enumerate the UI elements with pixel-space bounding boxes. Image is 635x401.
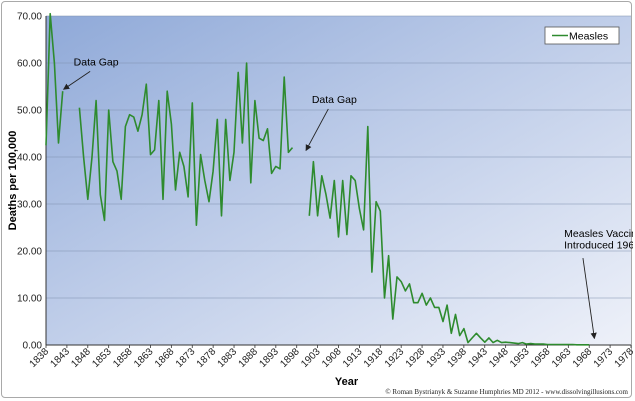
x-tick-label: 1858 — [111, 346, 135, 370]
x-tick-label: 1933 — [425, 346, 449, 370]
x-tick-label: 1903 — [299, 346, 323, 370]
x-tick-label: 1913 — [341, 346, 365, 370]
series-line-segment — [308, 125, 590, 346]
x-tick-label: 1943 — [466, 346, 490, 370]
x-tick-label: 1978 — [613, 346, 633, 370]
y-tick-label: 60.00 — [17, 59, 42, 70]
x-tick-label: 1923 — [383, 346, 407, 370]
x-tick-label: 1908 — [320, 346, 344, 370]
legend: Measles — [544, 26, 620, 45]
x-tick-label: 1948 — [487, 346, 511, 370]
annotation-arrow — [305, 108, 329, 152]
y-tick-label: 10.00 — [17, 294, 42, 305]
x-tick-label: 1918 — [362, 346, 386, 370]
x-tick-label: 1963 — [550, 346, 574, 370]
legend-box — [544, 26, 620, 45]
y-tick-label: 50.00 — [17, 106, 42, 117]
x-tick-label: 1883 — [216, 346, 240, 370]
x-tick-label: 1893 — [257, 346, 281, 370]
legend-label-measles: Measles — [569, 31, 608, 43]
y-axis-title: Deaths per 100,000 — [7, 131, 19, 231]
x-tick-label: 1898 — [278, 346, 302, 370]
x-tick-label: 1868 — [153, 346, 177, 370]
annotation-arrow — [582, 257, 597, 340]
y-tick-label: 0.00 — [23, 341, 43, 352]
x-tick-label: 1958 — [529, 346, 553, 370]
x-tick-label: 1878 — [195, 346, 219, 370]
axes — [45, 16, 632, 348]
x-tick-label: 1968 — [571, 346, 595, 370]
y-tick-label: 40.00 — [17, 153, 42, 164]
annotation-text: Measles Vaccine — [564, 228, 633, 240]
x-axis-title: Year — [335, 376, 359, 388]
x-tick-label: 1938 — [445, 346, 469, 370]
x-tick-label: 1888 — [237, 346, 261, 370]
annotations: Data Gap Data Gap Measles VaccineIntroduce… — [62, 56, 633, 340]
annotation-text: Data Gap — [312, 94, 357, 106]
credit-text: © Roman Bystrianyk & Suzanne Humphries M… — [385, 388, 628, 396]
y-tick-label: 30.00 — [17, 200, 42, 211]
x-tick-label: 1843 — [49, 346, 73, 370]
x-tick-label: 1848 — [69, 346, 93, 370]
x-tick-label: 1973 — [592, 346, 616, 370]
x-tick-label: 1953 — [508, 346, 532, 370]
annotation-arrow — [62, 70, 91, 90]
plot-area — [46, 16, 631, 345]
x-tick-label: 1928 — [404, 346, 428, 370]
annotation-text: Introduced 1968 — [564, 240, 633, 252]
series-layer — [45, 12, 590, 346]
y-tick-label: 20.00 — [17, 247, 42, 258]
series-line-segment — [78, 62, 294, 226]
series-line-segment — [45, 12, 64, 146]
x-tick-label: 1873 — [174, 346, 198, 370]
annotation-text: Data Gap — [74, 56, 119, 68]
x-tick-label: 1853 — [90, 346, 114, 370]
y-tick-label: 70.00 — [17, 12, 42, 23]
x-tick-label: 1863 — [132, 346, 156, 370]
